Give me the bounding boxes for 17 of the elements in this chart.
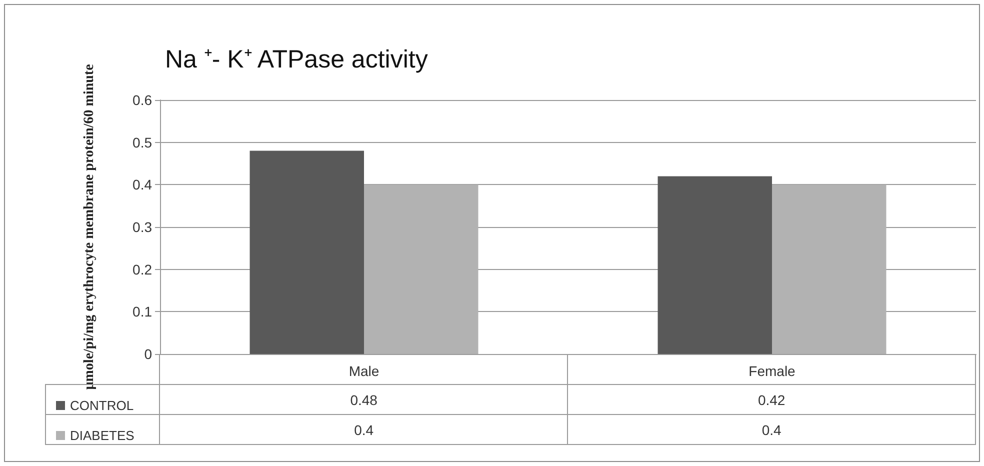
y-tick-label: 0.4 — [132, 176, 152, 193]
data-label: 0.4 — [160, 414, 568, 444]
chart-title: Na ⁺- K⁺ ATPase activity — [165, 46, 428, 74]
x-tick-label: Male — [348, 363, 380, 379]
data-label: 0.4 — [568, 414, 976, 444]
y-tick-label: 0.1 — [132, 304, 152, 320]
data-label: 0.48 — [160, 384, 568, 414]
x-tick-label: Female — [748, 363, 796, 379]
data-label: 0.42 — [568, 384, 976, 414]
y-tick-label: 0.2 — [132, 261, 152, 278]
legend-label: CONTROL — [70, 398, 134, 413]
y-tick-label: 0.3 — [132, 219, 152, 235]
legend-label: DIABETES — [70, 428, 135, 443]
y-axis-title: µmole/pi/mg erythrocyte membrane protein/60 minute — [82, 64, 97, 390]
y-tick-label: 0.6 — [132, 92, 152, 108]
y-tick-label: 0 — [144, 346, 152, 362]
y-tick-label: 0.5 — [132, 134, 152, 150]
